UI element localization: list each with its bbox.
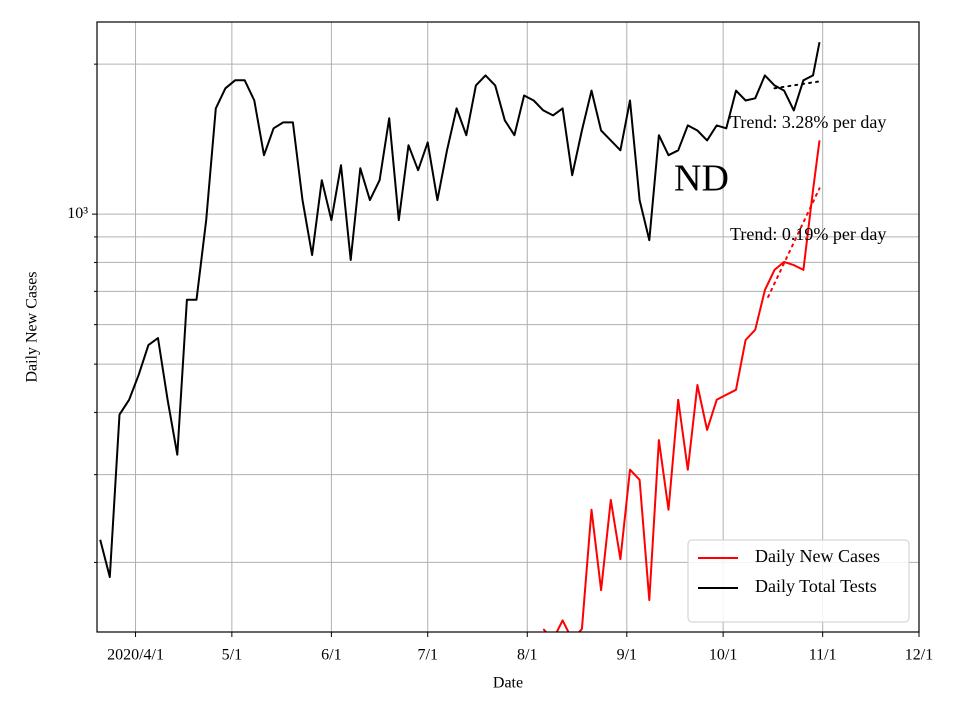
trend-line bbox=[767, 187, 821, 298]
annotation: ND bbox=[674, 158, 729, 200]
data-line bbox=[99, 42, 821, 578]
x-tick-label: 6/1 bbox=[321, 647, 341, 664]
y-axis-label: Daily New Cases bbox=[24, 271, 41, 382]
x-tick-label: 5/1 bbox=[222, 647, 242, 664]
data-line bbox=[542, 140, 821, 632]
x-tick-label: 2020/4/1 bbox=[107, 647, 164, 664]
x-tick-label: 8/1 bbox=[517, 647, 537, 664]
x-tick-label: 12/1 bbox=[905, 647, 933, 664]
trend-line bbox=[773, 80, 821, 90]
y-tick-label: 10³ bbox=[67, 205, 88, 222]
legend: Daily New Cases Daily Total Tests bbox=[687, 539, 910, 623]
legend-label: Daily New Cases bbox=[755, 546, 880, 566]
plot-marks bbox=[99, 42, 821, 632]
legend-label: Daily Total Tests bbox=[755, 576, 877, 596]
x-tick-label: 11/1 bbox=[809, 647, 837, 664]
x-tick-label: 7/1 bbox=[418, 647, 438, 664]
trend-label: Trend: 0.19% per day bbox=[730, 224, 886, 244]
trend-label: Trend: 3.28% per day bbox=[730, 112, 886, 132]
x-tick-label: 10/1 bbox=[709, 647, 737, 664]
x-axis-label: Date bbox=[493, 675, 523, 692]
legend-box bbox=[687, 539, 910, 623]
axes: 2020/4/1 5/1 6/1 7/1 8/1 9/1 10/1 11/1 12/1 10³ bbox=[67, 63, 933, 664]
plot-frame bbox=[96, 21, 920, 633]
x-tick-label: 9/1 bbox=[617, 647, 637, 664]
